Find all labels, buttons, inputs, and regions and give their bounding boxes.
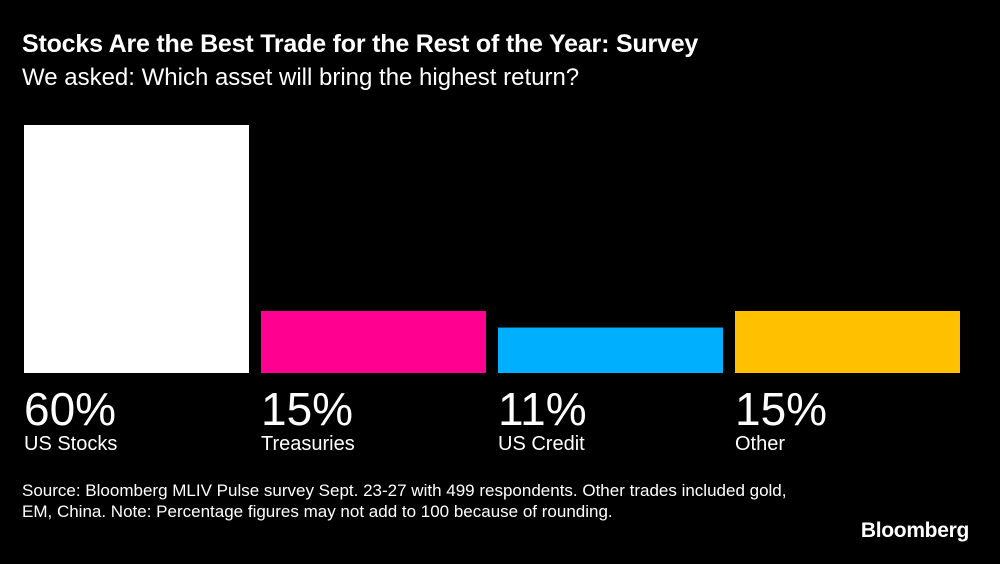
chart-title: Stocks Are the Best Trade for the Rest o…	[22, 30, 699, 58]
value-label-us-stocks: 60%	[24, 383, 116, 435]
category-label-us-stocks: US Stocks	[24, 433, 117, 455]
value-label-us-credit: 11%	[498, 383, 587, 435]
bar-us-credit	[498, 327, 723, 373]
category-label-treasuries: Treasuries	[261, 433, 355, 455]
chart-subtitle: We asked: Which asset will bring the hig…	[22, 64, 580, 91]
bar-treasuries	[261, 311, 486, 373]
bar-other	[735, 311, 960, 373]
bar-us-stocks	[24, 125, 249, 373]
source-note: Source: Bloomberg MLIV Pulse survey Sept…	[22, 481, 787, 521]
bloomberg-logo: Bloomberg	[860, 519, 969, 542]
value-label-treasuries: 15%	[261, 383, 353, 435]
category-label-other: Other	[735, 433, 785, 455]
value-label-other: 15%	[735, 383, 827, 435]
category-label-us-credit: US Credit	[498, 433, 585, 455]
